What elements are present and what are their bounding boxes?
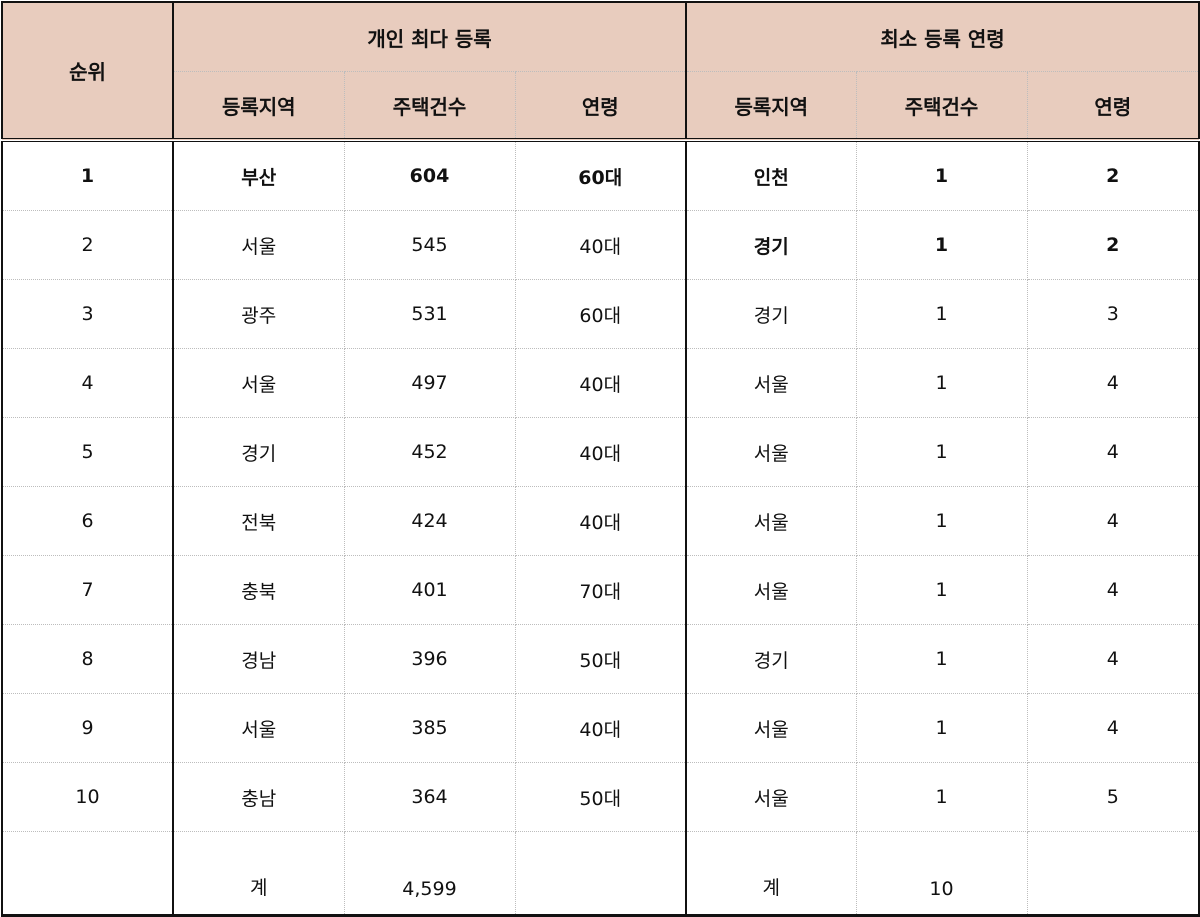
totals-rank-cell	[1, 831, 174, 917]
right-region-cell: 인천	[685, 139, 857, 211]
rank-cell: 7	[1, 555, 174, 625]
right-region-cell: 경기	[685, 210, 857, 280]
left-age-cell: 40대	[514, 693, 687, 763]
right-count-cell: 1	[855, 210, 1028, 280]
right-count-cell: 1	[855, 693, 1028, 763]
right-region-cell: 경기	[685, 279, 857, 349]
header-left-region: 등록지역	[172, 71, 345, 142]
rank-cell: 10	[1, 762, 174, 832]
header-rank: 순위	[1, 1, 174, 142]
rank-cell: 8	[1, 624, 174, 694]
table-row: 1 부산 604 60대 인천 1 2	[1, 139, 1200, 211]
left-region-cell: 서울	[172, 693, 345, 763]
header-group-min-age: 최소 등록 연령	[685, 1, 1200, 72]
left-age-cell: 50대	[514, 624, 687, 694]
rank-cell: 9	[1, 693, 174, 763]
left-count-cell: 364	[343, 762, 516, 832]
left-age-cell: 60대	[514, 139, 687, 211]
table-row: 5 경기 452 40대 서울 1 4	[1, 417, 1200, 487]
header-left-count: 주택건수	[343, 71, 516, 142]
left-count-cell: 497	[343, 348, 516, 418]
left-region-cell: 충북	[172, 555, 345, 625]
right-age-cell: 4	[1026, 486, 1200, 556]
left-count-cell: 396	[343, 624, 516, 694]
table-row: 2 서울 545 40대 경기 1 2	[1, 210, 1200, 280]
header-right-count: 주택건수	[855, 71, 1028, 142]
right-count-cell: 1	[855, 762, 1028, 832]
right-region-cell: 서울	[685, 555, 857, 625]
left-region-cell: 충남	[172, 762, 345, 832]
right-age-cell: 3	[1026, 279, 1200, 349]
totals-right-age	[1026, 831, 1200, 917]
left-region-cell: 부산	[172, 139, 345, 211]
left-region-cell: 전북	[172, 486, 345, 556]
totals-row: 계 4,599 계 10	[1, 831, 1200, 917]
rank-cell: 1	[1, 139, 174, 211]
left-age-cell: 40대	[514, 210, 687, 280]
left-region-cell: 경기	[172, 417, 345, 487]
right-age-cell: 2	[1026, 210, 1200, 280]
left-region-cell: 서울	[172, 210, 345, 280]
right-region-cell: 서울	[685, 417, 857, 487]
right-region-cell: 서울	[685, 762, 857, 832]
left-age-cell: 50대	[514, 762, 687, 832]
totals-left-label: 계	[172, 831, 345, 917]
left-count-cell: 424	[343, 486, 516, 556]
left-count-cell: 531	[343, 279, 516, 349]
left-age-cell: 70대	[514, 555, 687, 625]
right-count-cell: 1	[855, 417, 1028, 487]
left-region-cell: 광주	[172, 279, 345, 349]
table-row: 9 서울 385 40대 서울 1 4	[1, 693, 1200, 763]
rank-cell: 3	[1, 279, 174, 349]
right-region-cell: 서울	[685, 693, 857, 763]
right-age-cell: 4	[1026, 348, 1200, 418]
right-age-cell: 4	[1026, 624, 1200, 694]
right-count-cell: 1	[855, 139, 1028, 211]
table-row: 10 충남 364 50대 서울 1 5	[1, 762, 1200, 832]
totals-right-count: 10	[855, 831, 1028, 917]
left-age-cell: 40대	[514, 417, 687, 487]
rank-cell: 5	[1, 417, 174, 487]
right-age-cell: 4	[1026, 693, 1200, 763]
rank-cell: 4	[1, 348, 174, 418]
rank-cell: 6	[1, 486, 174, 556]
right-age-cell: 4	[1026, 417, 1200, 487]
table-row: 7 충북 401 70대 서울 1 4	[1, 555, 1200, 625]
right-count-cell: 1	[855, 555, 1028, 625]
left-count-cell: 452	[343, 417, 516, 487]
header-group-most-registered: 개인 최다 등록	[172, 1, 687, 72]
right-age-cell: 5	[1026, 762, 1200, 832]
totals-left-age	[514, 831, 687, 917]
header-left-age: 연령	[514, 71, 687, 142]
right-region-cell: 서울	[685, 348, 857, 418]
right-age-cell: 4	[1026, 555, 1200, 625]
header-right-region: 등록지역	[685, 71, 857, 142]
right-count-cell: 1	[855, 279, 1028, 349]
totals-right-label: 계	[685, 831, 857, 917]
right-region-cell: 경기	[685, 624, 857, 694]
right-region-cell: 서울	[685, 486, 857, 556]
table-row: 8 경남 396 50대 경기 1 4	[1, 624, 1200, 694]
right-count-cell: 1	[855, 486, 1028, 556]
left-age-cell: 40대	[514, 486, 687, 556]
right-count-cell: 1	[855, 348, 1028, 418]
table-row: 3 광주 531 60대 경기 1 3	[1, 279, 1200, 349]
totals-left-count: 4,599	[343, 831, 516, 917]
left-region-cell: 경남	[172, 624, 345, 694]
table-row: 6 전북 424 40대 서울 1 4	[1, 486, 1200, 556]
left-count-cell: 401	[343, 555, 516, 625]
left-age-cell: 40대	[514, 348, 687, 418]
table-row: 4 서울 497 40대 서울 1 4	[1, 348, 1200, 418]
rank-cell: 2	[1, 210, 174, 280]
right-count-cell: 1	[855, 624, 1028, 694]
left-region-cell: 서울	[172, 348, 345, 418]
left-age-cell: 60대	[514, 279, 687, 349]
left-count-cell: 545	[343, 210, 516, 280]
left-count-cell: 604	[343, 139, 516, 211]
right-age-cell: 2	[1026, 139, 1200, 211]
header-right-age: 연령	[1026, 71, 1200, 142]
left-count-cell: 385	[343, 693, 516, 763]
